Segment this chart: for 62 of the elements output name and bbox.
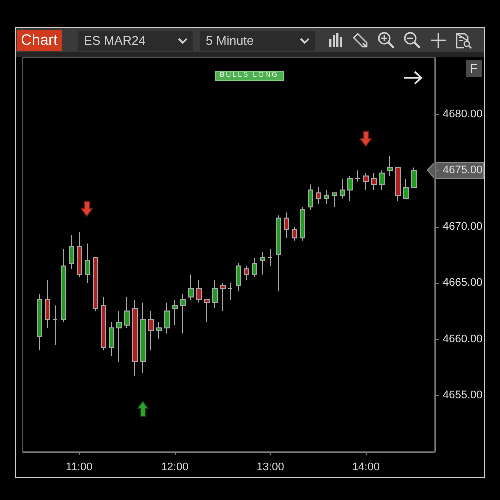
candlestick: [395, 167, 401, 202]
candlestick: [156, 322, 162, 340]
candlestick: [109, 322, 114, 357]
candlestick: [324, 190, 329, 205]
candlestick: [355, 170, 361, 182]
candlestick: [204, 300, 210, 324]
candlestick: [268, 248, 273, 267]
x-tick-label: 11:00: [66, 462, 93, 474]
candlestick: [124, 296, 130, 329]
candlestick: [37, 294, 42, 352]
candlestick: [252, 257, 257, 278]
candlestick: [236, 262, 241, 292]
candlestick: [340, 178, 345, 200]
candlestick: [101, 296, 106, 352]
candlestick: [85, 243, 90, 284]
y-tick-label: 4680.00: [443, 108, 483, 120]
candlestick: [212, 280, 218, 309]
candlestick: [61, 248, 66, 324]
candlestick: [363, 172, 369, 191]
candlestick: [403, 178, 409, 200]
symbol-dropdown: ES MAR24: [78, 31, 193, 51]
candlestick: [220, 282, 226, 312]
candlestick: [276, 215, 281, 292]
candlestick: [371, 172, 377, 191]
y-tick-label: 4665.00: [443, 277, 483, 290]
y-tick-label: 4660.00: [443, 333, 483, 346]
interval-dropdown: 5 Minute: [200, 31, 315, 51]
candlestick: [228, 282, 233, 301]
candlestick: [292, 226, 297, 242]
candlestick: [387, 156, 393, 177]
y-tick-label: 4670.00: [443, 220, 483, 233]
f-button: F: [466, 60, 482, 77]
candlestick: [132, 300, 138, 377]
chart-button: Chart: [17, 30, 62, 51]
candlestick: [148, 310, 154, 352]
candlestick: [69, 234, 74, 270]
candlestick: [316, 186, 321, 205]
candlestick: [196, 280, 202, 304]
candlestick: [332, 192, 337, 208]
candlestick: [411, 167, 417, 188]
candlestick: [379, 170, 385, 191]
candlestick: [172, 300, 178, 326]
candlestick: [116, 310, 122, 362]
candlestick: [180, 294, 186, 334]
candlestick: [347, 176, 353, 202]
candlestick: [140, 302, 146, 374]
candlestick: [45, 280, 50, 329]
candlestick: [164, 302, 170, 334]
candlestick: [300, 206, 305, 242]
y-tick-label: 4655.00: [443, 390, 483, 402]
candlestick: [93, 257, 98, 312]
x-tick-label: 13:00: [256, 462, 284, 474]
x-tick-label: 12:00: [161, 462, 189, 474]
candlestick: [260, 252, 265, 276]
candlestick: [188, 274, 194, 301]
y-tick-label: 4675.00: [443, 164, 483, 177]
candlestick: [308, 184, 313, 210]
candlestick: [53, 305, 58, 346]
x-tick-label: 14:00: [352, 462, 380, 474]
candlestick: [244, 266, 249, 281]
candlestick: [284, 212, 289, 239]
candlestick: [77, 232, 82, 278]
